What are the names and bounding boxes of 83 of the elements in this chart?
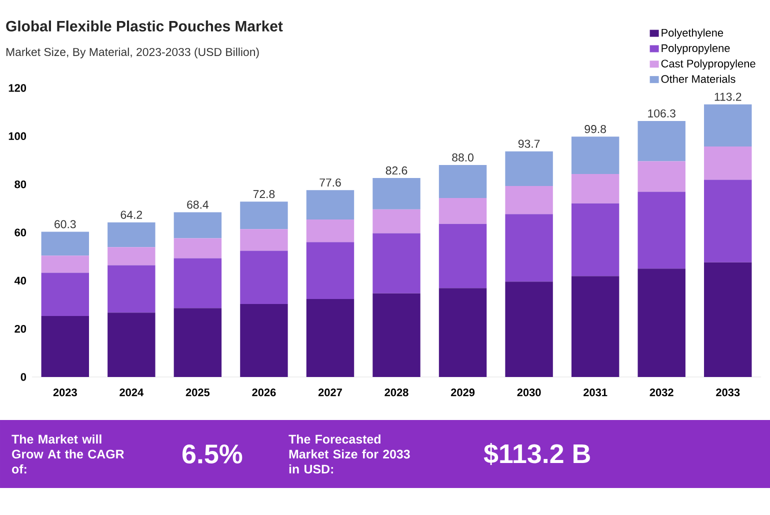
bar bbox=[638, 192, 686, 269]
total-label: 99.8 bbox=[584, 125, 606, 134]
bar bbox=[704, 146, 752, 180]
bar bbox=[240, 229, 288, 251]
bar bbox=[438, 165, 487, 198]
x-tick-label: 2026 bbox=[252, 388, 276, 396]
y-tick-label: 20 bbox=[14, 324, 26, 333]
y-tick-label: 120 bbox=[8, 84, 26, 92]
x-tick-label: 2032 bbox=[650, 388, 674, 396]
chart-title: Global Flexible Plastic Pouches Market bbox=[6, 20, 283, 32]
bar bbox=[306, 298, 354, 377]
bar bbox=[505, 151, 553, 186]
bar bbox=[240, 202, 288, 230]
x-tick-label: 2033 bbox=[716, 388, 740, 396]
bar bbox=[505, 186, 553, 214]
x-tick-label: 2027 bbox=[318, 388, 342, 396]
bar bbox=[372, 209, 420, 234]
x-tick-label: 2030 bbox=[517, 388, 541, 396]
total-label: 106.3 bbox=[648, 109, 676, 118]
legend-label: Polypropylene bbox=[662, 44, 730, 54]
total-label: 88.0 bbox=[452, 153, 474, 162]
bar bbox=[306, 190, 354, 220]
bar bbox=[438, 288, 487, 377]
bar bbox=[372, 293, 420, 377]
text: $113.2 B bbox=[484, 443, 590, 465]
y-tick-label: 0 bbox=[20, 373, 26, 381]
bar bbox=[41, 232, 90, 256]
bar bbox=[638, 161, 686, 192]
total-label: 93.7 bbox=[518, 140, 540, 148]
total-label: 68.4 bbox=[187, 200, 208, 209]
legend-label: Polyethylene bbox=[662, 28, 724, 39]
legend-label: Other Materials bbox=[661, 74, 736, 83]
bar bbox=[372, 178, 420, 210]
y-tick-label: 100 bbox=[8, 132, 26, 140]
bar bbox=[240, 304, 288, 377]
y-tick-label: 60 bbox=[14, 228, 26, 236]
bar bbox=[108, 265, 156, 313]
x-tick-label: 2029 bbox=[450, 388, 475, 396]
bar bbox=[438, 198, 487, 224]
bar bbox=[704, 262, 752, 377]
chart-subtitle: Market Size, By Material, 2023-2033 (USD Billion) bbox=[6, 48, 259, 58]
bar bbox=[571, 203, 620, 276]
bar bbox=[174, 258, 222, 308]
bar bbox=[174, 212, 222, 238]
total-label: 72.8 bbox=[253, 190, 275, 198]
y-tick-label: 80 bbox=[14, 180, 26, 188]
bar bbox=[306, 219, 354, 242]
bar bbox=[704, 104, 752, 147]
y-tick-label: 40 bbox=[14, 276, 26, 285]
bar bbox=[108, 247, 156, 266]
total-label: 82.6 bbox=[386, 166, 408, 175]
bar bbox=[704, 180, 752, 262]
bar bbox=[174, 308, 222, 377]
bar bbox=[240, 250, 288, 304]
bar bbox=[638, 268, 686, 377]
text: 6.5% bbox=[182, 444, 242, 464]
bar bbox=[505, 282, 553, 377]
total-label: 60.3 bbox=[54, 220, 76, 228]
x-tick-label: 2023 bbox=[53, 388, 77, 396]
x-tick-label: 2028 bbox=[384, 388, 408, 396]
bar bbox=[174, 238, 222, 258]
bar bbox=[505, 214, 553, 282]
total-label: 64.2 bbox=[120, 210, 142, 219]
x-tick-label: 2024 bbox=[120, 388, 144, 396]
text: The Market will Grow At the CAGR of: bbox=[12, 434, 124, 474]
total-label: 77.6 bbox=[320, 178, 341, 187]
bar bbox=[372, 233, 420, 294]
bar bbox=[41, 272, 90, 316]
x-tick-label: 2025 bbox=[186, 388, 210, 396]
bar bbox=[41, 256, 90, 273]
x-tick-label: 2031 bbox=[584, 388, 608, 396]
total-label: 113.2 bbox=[714, 92, 742, 101]
bar bbox=[438, 224, 487, 288]
bar bbox=[108, 312, 156, 377]
legend-label: Cast Polypropylene bbox=[661, 59, 756, 70]
bar bbox=[571, 276, 620, 377]
bar bbox=[638, 120, 686, 162]
bar bbox=[41, 316, 90, 377]
bar bbox=[571, 174, 620, 204]
bar bbox=[306, 242, 354, 299]
bar bbox=[571, 136, 620, 174]
text: The Forecasted Market Size for 2033 in USD: bbox=[288, 434, 410, 474]
bar bbox=[108, 222, 156, 248]
